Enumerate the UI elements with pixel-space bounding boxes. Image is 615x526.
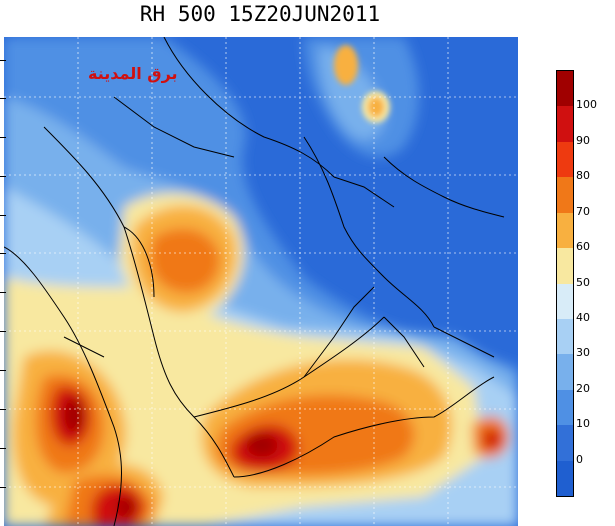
color-scale-label: 60 (576, 240, 590, 254)
lat-tick (0, 409, 6, 410)
north-moist-pocket (334, 45, 390, 123)
lat-tick (0, 60, 6, 61)
watermark-text: برق المدينة (88, 64, 178, 83)
color-scale-bar (556, 70, 574, 497)
color-scale-label: 40 (576, 310, 590, 324)
color-scale-label: 0 (576, 452, 583, 466)
color-scale-label: 90 (576, 133, 590, 147)
color-scale-segment (557, 248, 573, 284)
coastlines-borders (4, 37, 505, 526)
lat-tick (0, 487, 6, 488)
lat-tick (0, 215, 6, 216)
lat-tick (0, 176, 6, 177)
color-scale-segment (557, 318, 573, 355)
lat-tick (0, 292, 6, 293)
color-scale-label: 20 (576, 381, 590, 395)
color-scale-segment (557, 425, 573, 462)
color-scale-label: 100 (576, 98, 597, 112)
lat-tick (0, 98, 6, 99)
humidity-field (4, 37, 518, 526)
color-scale-segment (557, 389, 573, 426)
relative-humidity-map (4, 37, 518, 526)
lat-tick (0, 448, 6, 449)
color-scale-segment (557, 71, 573, 107)
color-scale-segment (557, 283, 573, 320)
color-scale-label: 30 (576, 346, 590, 360)
lat-tick (0, 253, 6, 254)
lat-tick (0, 331, 6, 332)
map-title: RH 500 15Z20JUN2011 (139, 2, 381, 26)
color-scale-label: 10 (576, 417, 590, 431)
color-scale-segment (557, 354, 573, 391)
color-scale-segment (557, 141, 573, 178)
color-scale-segment (557, 212, 573, 249)
lat-tick (0, 137, 6, 138)
color-scale-label: 50 (576, 275, 590, 289)
color-scale-label: 80 (576, 169, 590, 183)
color-scale-segment (557, 460, 573, 497)
color-scale-segment (557, 177, 573, 214)
color-scale-segment (557, 106, 573, 143)
color-scale-label: 70 (576, 204, 590, 218)
lat-tick (0, 370, 6, 371)
